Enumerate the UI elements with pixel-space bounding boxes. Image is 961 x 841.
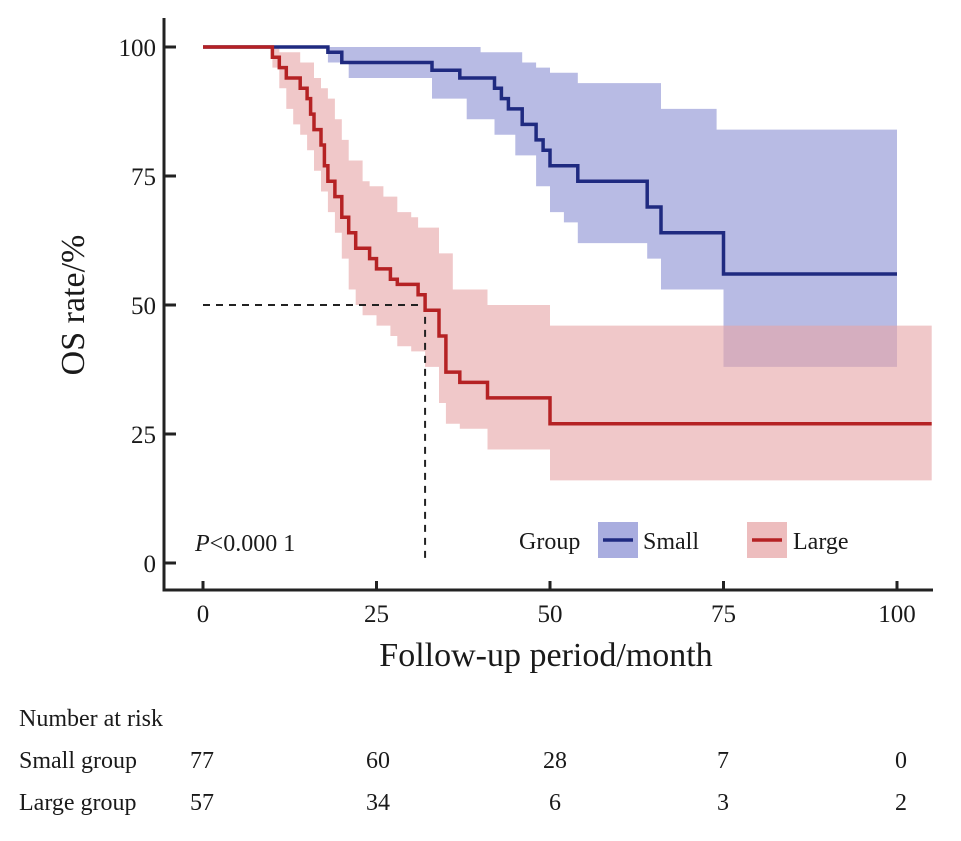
risk-cell: 57	[190, 790, 214, 816]
legend: Group Small Large	[519, 522, 849, 558]
survival-curve-small	[203, 45, 897, 276]
risk-cell: 6	[549, 790, 561, 816]
risk-cell: 2	[895, 790, 907, 816]
plot-area	[203, 45, 932, 563]
y-axis-title: OS rate/%	[55, 235, 92, 376]
x-tick-label: 50	[538, 601, 563, 628]
y-tick-label: 25	[131, 422, 156, 449]
risk-cell: 28	[543, 748, 567, 774]
legend-label-large: Large	[793, 529, 849, 555]
y-tick-label: 75	[131, 164, 156, 191]
risk-table-title: Number at risk	[19, 706, 163, 732]
ci-band-large	[203, 47, 932, 481]
y-tick-label: 50	[131, 293, 156, 320]
risk-cell: 60	[366, 748, 390, 774]
p-value-symbol: P	[194, 531, 210, 557]
risk-row-label-large: Large group	[19, 790, 137, 816]
y-tick-label: 100	[119, 35, 157, 62]
survival-curve-large	[203, 45, 932, 426]
legend-label-small: Small	[643, 529, 699, 555]
risk-cell: 34	[366, 790, 390, 816]
median-reference-line	[203, 304, 427, 563]
risk-cell: 77	[190, 748, 214, 774]
x-tick-label: 0	[197, 601, 210, 628]
x-tick-label: 75	[711, 601, 736, 628]
axes: 0 25 50 75 100 0 25 50 75 100	[119, 18, 933, 628]
risk-cell: 3	[717, 790, 729, 816]
risk-cell: 0	[895, 748, 907, 774]
x-tick-label: 100	[878, 601, 916, 628]
x-axis-title: Follow-up period/month	[379, 637, 712, 674]
risk-cell: 7	[717, 748, 729, 774]
p-value-text: <0.000 1	[210, 531, 296, 557]
x-tick-label: 25	[364, 601, 389, 628]
p-value-annotation: P<0.000 1	[194, 531, 295, 557]
risk-row-label-small: Small group	[19, 748, 137, 774]
ci-band-small	[203, 47, 897, 367]
km-chart: 0 25 50 75 100 0 25 50 75 100 Follow-up period/mo…	[55, 18, 933, 674]
y-tick-label: 0	[144, 551, 157, 578]
legend-title: Group	[519, 529, 580, 555]
